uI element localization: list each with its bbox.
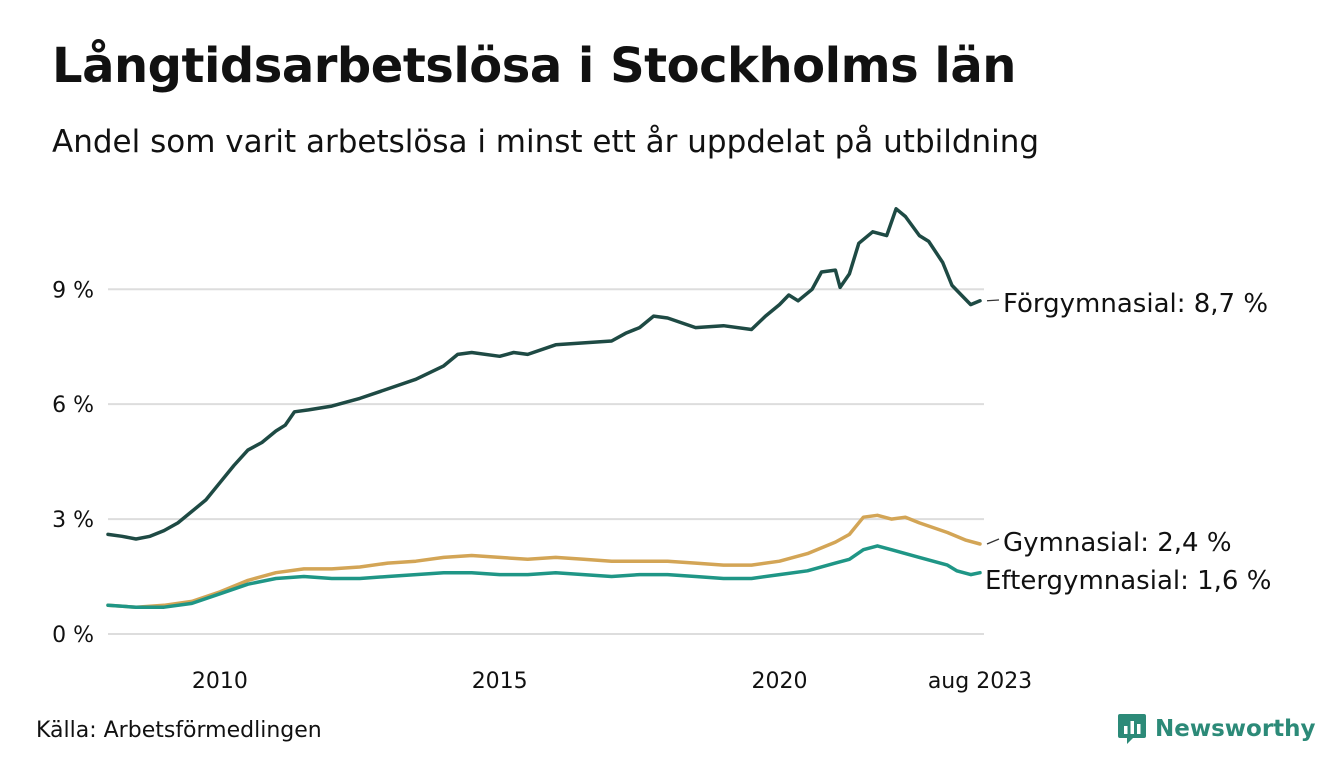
series-line-forgymnasial xyxy=(106,207,982,541)
y-tick-label: 0 % xyxy=(52,623,94,648)
x-axis-tick-labels: 2010 2015 2020 aug 2023 xyxy=(192,669,1032,694)
series-line-eftergymnasial xyxy=(106,544,982,609)
y-tick-label: 6 % xyxy=(52,393,94,418)
x-tick-label: aug 2023 xyxy=(928,669,1032,694)
y-tick-label: 9 % xyxy=(52,278,94,303)
y-tick-label: 3 % xyxy=(52,508,94,533)
brand-logo: Newsworthy xyxy=(1117,712,1316,746)
grid-lines xyxy=(108,288,984,635)
brand-name: Newsworthy xyxy=(1155,716,1316,742)
end-label-eftergymnasial: Eftergymnasial: 1,6 % xyxy=(985,566,1271,596)
chart-title: Långtidsarbetslösa i Stockholms län xyxy=(52,38,1016,94)
series-line-gymnasial xyxy=(106,513,982,609)
newsworthy-logo-icon xyxy=(1118,714,1146,744)
series-end-labels: Förgymnasial: 8,7 % Gymnasial: 2,4 % Efter… xyxy=(985,289,1271,596)
x-tick-label: 2015 xyxy=(472,669,528,694)
y-axis-tick-labels: 0 % 3 % 6 % 9 % xyxy=(52,278,94,648)
chart-subtitle: Andel som varit arbetslösa i minst ett å… xyxy=(52,124,1040,160)
x-tick-label: 2010 xyxy=(192,669,248,694)
x-tick-label: 2020 xyxy=(751,669,807,694)
source-credit: Källa: Arbetsförmedlingen xyxy=(36,718,322,743)
leader-line-forgymnasial xyxy=(986,299,1000,302)
end-label-forgymnasial: Förgymnasial: 8,7 % xyxy=(1003,289,1268,319)
end-label-gymnasial: Gymnasial: 2,4 % xyxy=(1003,528,1232,558)
leader-line-gymnasial xyxy=(986,538,1000,545)
series-lines xyxy=(106,207,982,609)
